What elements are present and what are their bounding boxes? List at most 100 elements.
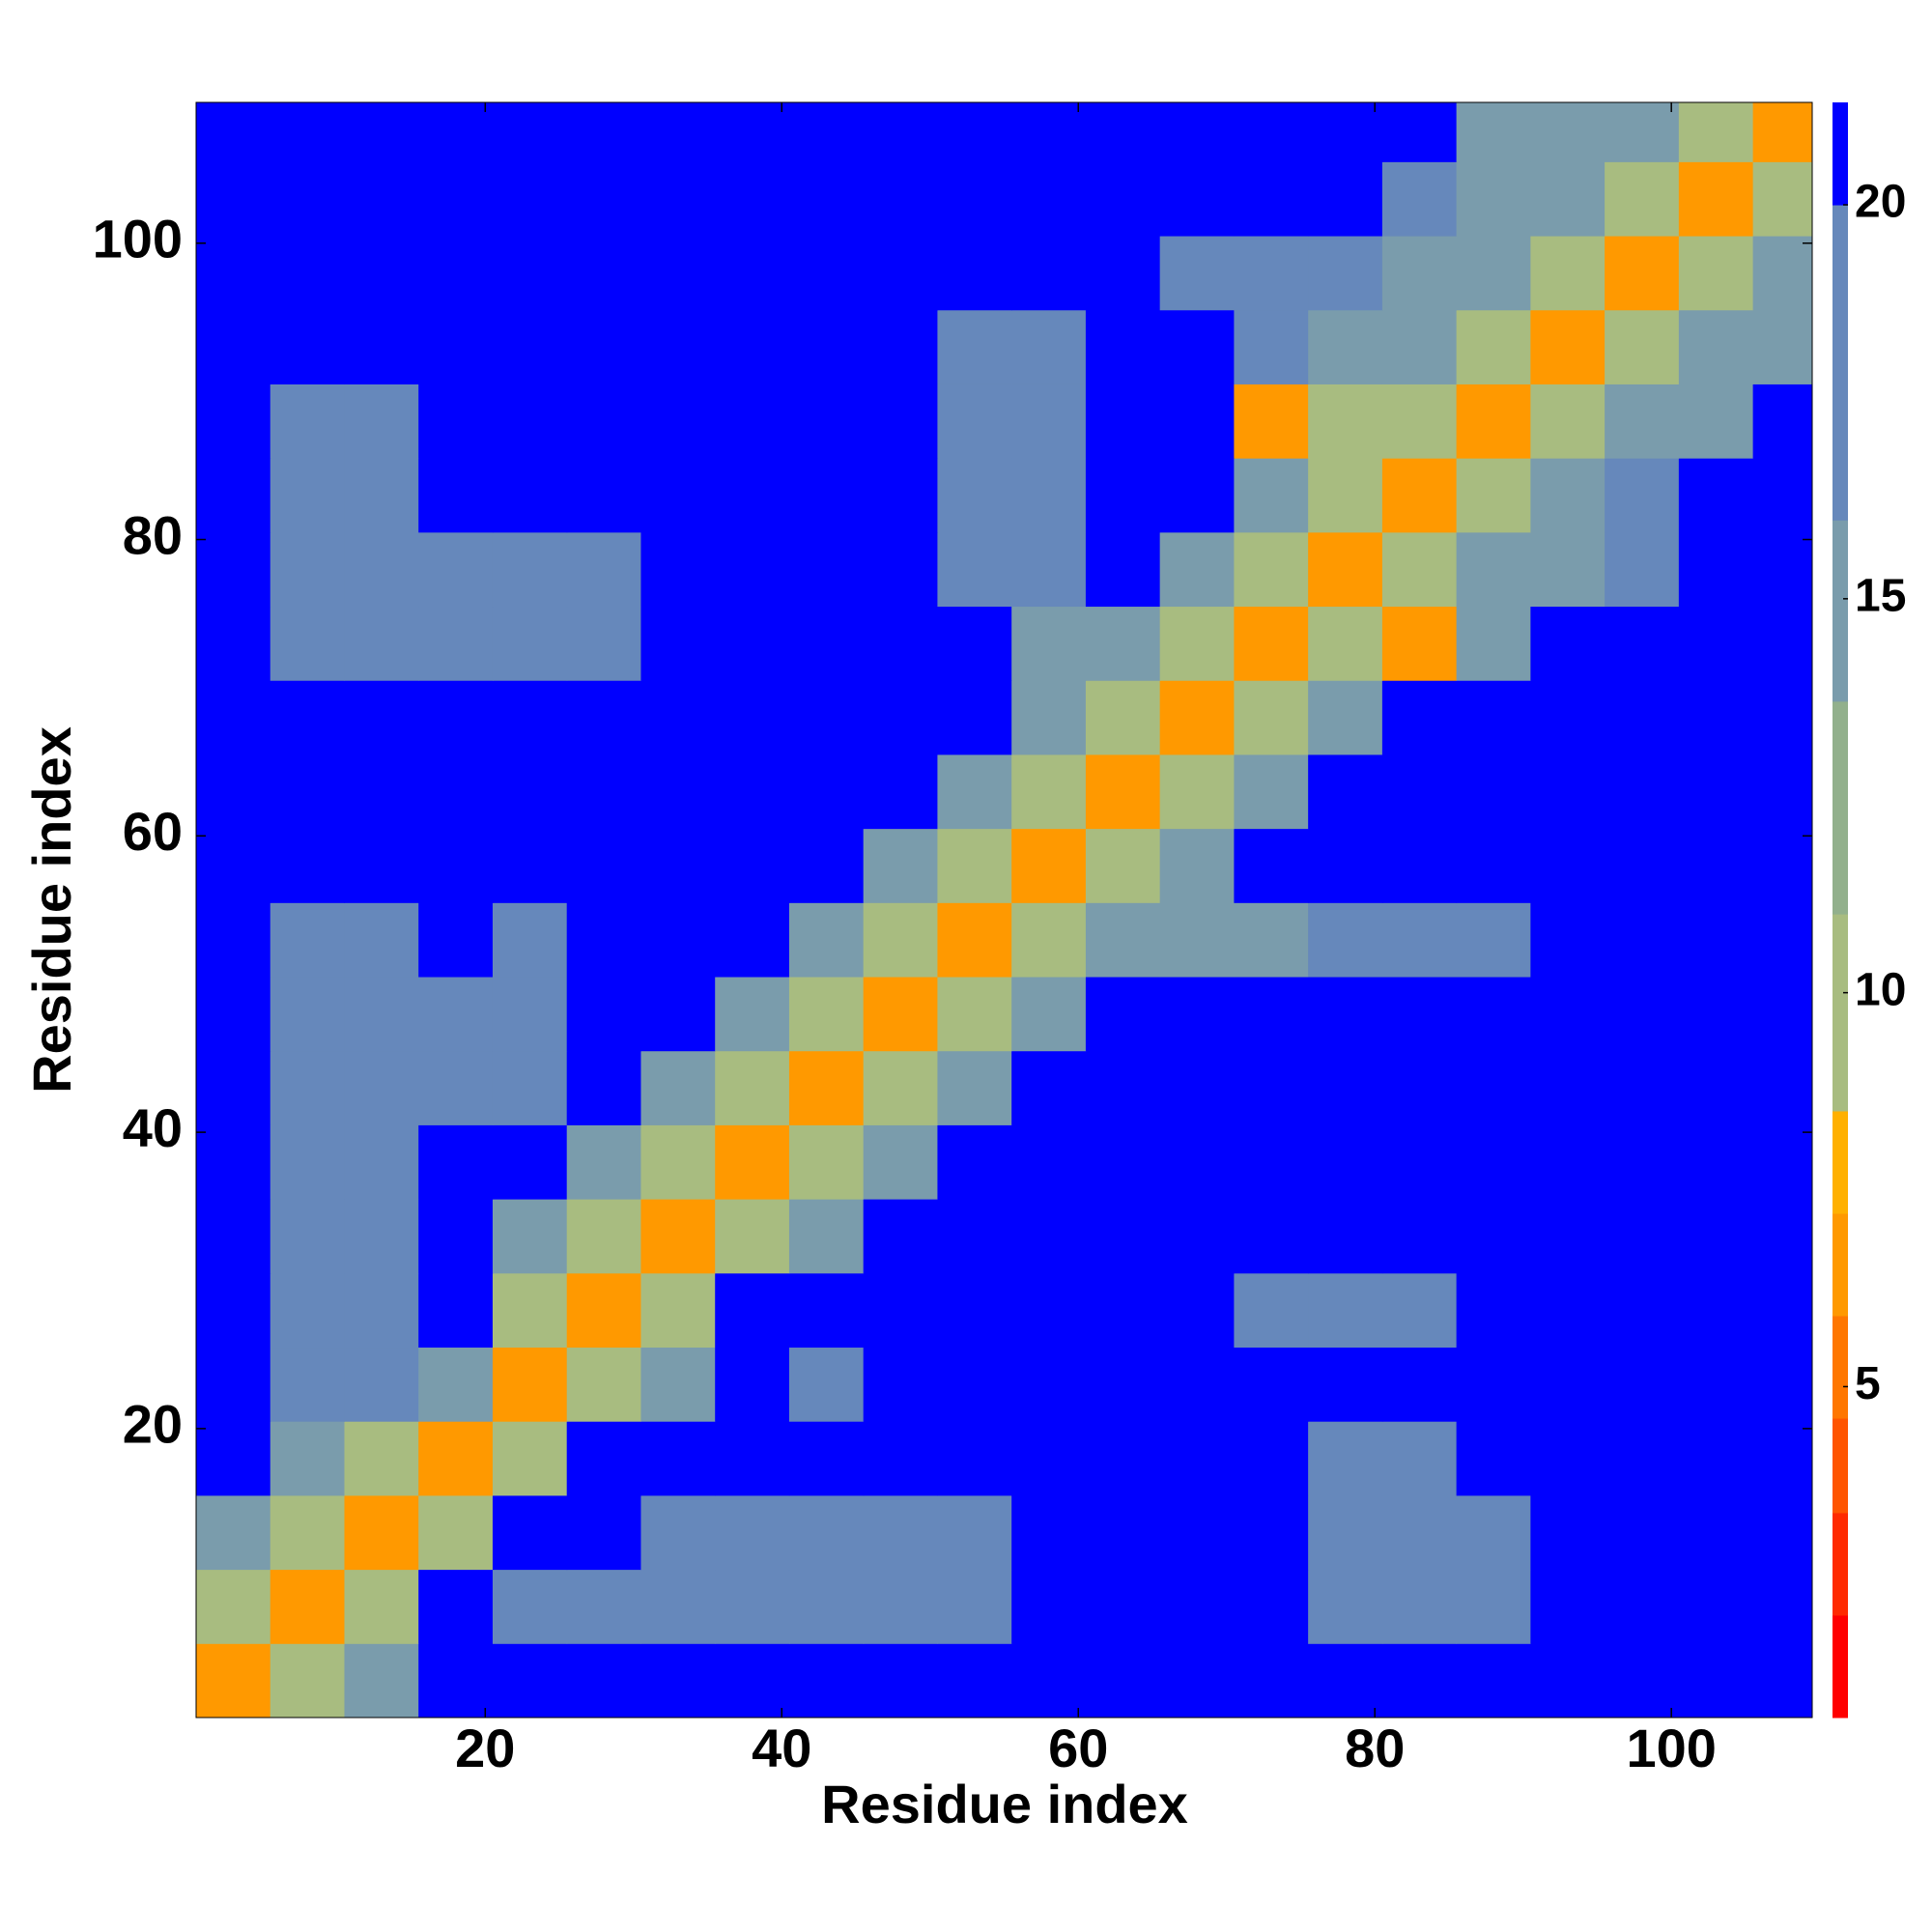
heatmap-cell (1085, 680, 1161, 755)
heatmap-cell (1752, 902, 1812, 978)
heatmap-cell (1308, 1494, 1383, 1571)
heatmap-cell (270, 753, 345, 830)
heatmap-cell (1308, 902, 1383, 978)
heatmap-cell (344, 458, 419, 533)
heatmap-cell (1234, 458, 1309, 533)
heatmap-cell (1605, 680, 1680, 755)
heatmap-cell (1011, 384, 1087, 459)
heatmap-cell (1678, 531, 1754, 608)
heatmap-cell (788, 236, 865, 311)
heatmap-cell (492, 1124, 568, 1200)
heatmap-cell (1381, 606, 1458, 681)
heatmap-cell (640, 828, 716, 903)
heatmap-cell (1530, 1124, 1605, 1200)
heatmap-cell (1752, 161, 1812, 237)
heatmap-cell (1605, 161, 1680, 237)
heatmap-cell (196, 1643, 271, 1718)
colorbar-segment (1833, 914, 1848, 1112)
heatmap-cell (1605, 1272, 1680, 1349)
heatmap-cell (1381, 458, 1458, 533)
heatmap-cell (344, 902, 419, 978)
heatmap-cell (1605, 1347, 1680, 1422)
heatmap-cell (1308, 680, 1383, 755)
heatmap-cell (640, 680, 716, 755)
heatmap-cell (196, 753, 271, 830)
heatmap-cell (1085, 458, 1161, 533)
heatmap-cell (788, 384, 865, 459)
heatmap-cell (1530, 1494, 1605, 1571)
heatmap-cell (863, 384, 938, 459)
heatmap-cell (1456, 1272, 1531, 1349)
heatmap-cell (1085, 309, 1161, 384)
heatmap-cell (863, 1347, 938, 1422)
heatmap-cell (1752, 236, 1812, 311)
heatmap-cell (1678, 1494, 1754, 1571)
heatmap-cell (1234, 753, 1309, 830)
heatmap-cell (1085, 828, 1161, 903)
heatmap-cell (1381, 1124, 1458, 1200)
heatmap-cell (1752, 1199, 1812, 1274)
heatmap-cell (1605, 1421, 1680, 1496)
heatmap-cell (1605, 1569, 1680, 1644)
heatmap-cell (270, 1643, 345, 1718)
heatmap-cell (640, 236, 716, 311)
heatmap-cell (1011, 1050, 1087, 1125)
heatmap-cell (1605, 1124, 1680, 1200)
heatmap-cell (1456, 828, 1531, 903)
heatmap-cell (566, 1199, 641, 1274)
heatmap-cell (1159, 531, 1235, 608)
heatmap-cell (270, 1272, 345, 1349)
heatmap-cell (1011, 1421, 1087, 1496)
heatmap-cell (1085, 1421, 1161, 1496)
heatmap-cell (788, 828, 865, 903)
heatmap-cell (418, 102, 494, 162)
heatmap-cell (492, 102, 568, 162)
y-axis-title: Residue index (21, 726, 82, 1094)
heatmap-cell (492, 902, 568, 978)
heatmap-cell (1678, 753, 1754, 830)
heatmap-cell (715, 680, 790, 755)
heatmap-cell (344, 1050, 419, 1125)
heatmap-cell (1605, 458, 1680, 533)
heatmap-cell (788, 1421, 865, 1496)
heatmap-cell (788, 1272, 865, 1349)
heatmap-cell (270, 161, 345, 237)
heatmap-cell (492, 384, 568, 459)
heatmap-cell (1159, 1643, 1235, 1718)
heatmap-cell (715, 902, 790, 978)
heatmap-cell (418, 753, 494, 830)
heatmap-cell (1308, 1050, 1383, 1125)
heatmap-cell (1456, 102, 1531, 162)
heatmap-cell (1159, 753, 1235, 830)
heatmap-cell (788, 606, 865, 681)
heatmap-cell (418, 1272, 494, 1349)
heatmap-cell (1678, 161, 1754, 237)
heatmap-cell (1085, 1272, 1161, 1349)
heatmap-cell (715, 1569, 790, 1644)
heatmap-cell (1234, 606, 1309, 681)
heatmap-cell (715, 1643, 790, 1718)
heatmap-cell (344, 1643, 419, 1718)
heatmap-cell (1159, 902, 1235, 978)
heatmap-cell (1308, 1124, 1383, 1200)
heatmap-cell (1159, 828, 1235, 903)
heatmap-cell (937, 1199, 1012, 1274)
x-tick-label: 100 (1626, 1718, 1716, 1778)
heatmap-cell (1752, 102, 1812, 162)
heatmap-cell (1530, 828, 1605, 903)
heatmap-cell (1159, 1050, 1235, 1125)
heatmap-cell (863, 309, 938, 384)
heatmap-cell (1159, 384, 1235, 459)
heatmap-cell (1456, 458, 1531, 533)
heatmap-cell (1678, 1569, 1754, 1644)
heatmap-cell (1085, 384, 1161, 459)
heatmap-cell (1085, 977, 1161, 1052)
heatmap-cell (863, 680, 938, 755)
heatmap-cell (863, 1272, 938, 1349)
heatmap-cell (418, 1124, 494, 1200)
heatmap-cell (1308, 309, 1383, 384)
heatmap-cell (1085, 161, 1161, 237)
heatmap-cell (344, 236, 419, 311)
heatmap-cell (1234, 384, 1309, 459)
